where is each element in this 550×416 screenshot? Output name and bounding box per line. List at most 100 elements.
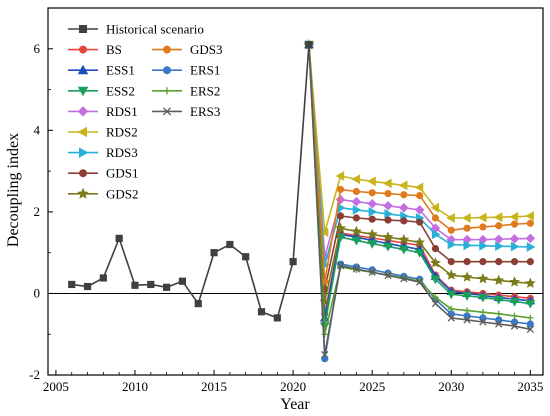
x-tick-label: 2005: [43, 379, 69, 394]
legend-label: GDS2: [106, 186, 139, 201]
data-point: [414, 249, 425, 258]
data-point: [352, 265, 361, 273]
legend-label: ERS1: [190, 63, 220, 78]
data-point: [242, 253, 250, 261]
data-point: [524, 277, 536, 288]
legend-marker: [79, 147, 89, 158]
data-point: [447, 239, 457, 250]
data-point: [493, 295, 504, 305]
legend-marker: [162, 45, 171, 54]
data-point: [431, 214, 440, 222]
data-point: [510, 220, 519, 228]
data-point: [273, 314, 281, 322]
series-rds2: [303, 39, 534, 238]
data-point: [400, 217, 408, 225]
data-point: [509, 234, 520, 244]
data-point: [463, 307, 471, 314]
legend-label: ERS3: [190, 104, 220, 119]
data-point: [384, 189, 392, 198]
data-point: [351, 196, 362, 207]
data-point: [525, 211, 534, 221]
data-point: [430, 202, 440, 213]
data-point: [479, 223, 487, 231]
plot-area: [47, 7, 544, 376]
data-point: [493, 274, 505, 286]
data-point: [400, 275, 408, 283]
data-point: [147, 280, 155, 289]
legend-marker: [79, 24, 88, 33]
data-point: [178, 277, 187, 285]
data-point: [463, 316, 471, 324]
data-point: [351, 236, 362, 246]
data-point: [194, 300, 202, 308]
data-point: [305, 41, 313, 49]
data-point: [430, 275, 441, 285]
legend-label: ESS1: [106, 63, 135, 78]
data-point: [414, 205, 425, 215]
data-point: [510, 322, 519, 330]
data-point: [461, 271, 473, 282]
data-point: [336, 212, 345, 220]
data-point: [83, 282, 92, 291]
legend-item-ers2: ERS2: [152, 83, 220, 98]
data-point: [350, 225, 362, 237]
legend-marker: [79, 169, 88, 178]
legend-label: BS: [106, 42, 122, 57]
data-point: [526, 258, 534, 266]
data-point: [479, 258, 487, 266]
data-point: [446, 213, 455, 223]
data-point: [447, 258, 455, 266]
y-tick-label: 2: [34, 204, 41, 219]
data-point: [509, 276, 520, 287]
axes-layer: 2005 2010 2015 2020 2025 2030 2035 -2 0 2 4 6: [29, 41, 543, 394]
legend-item-gds1: GDS1: [68, 166, 139, 181]
x-tick-label: 2015: [201, 379, 227, 394]
data-point: [384, 209, 394, 219]
data-point: [509, 297, 520, 307]
data-point: [414, 182, 424, 193]
series-historical-scenario: [68, 41, 313, 322]
data-point: [384, 216, 392, 224]
series-line: [71, 44, 310, 319]
y-tick-label: 0: [34, 285, 41, 300]
data-point: [335, 222, 347, 233]
legend-item-bs: BS: [68, 42, 122, 57]
data-point: [367, 240, 378, 249]
legend-label: ERS2: [190, 83, 220, 98]
data-point: [398, 245, 409, 255]
data-point: [463, 224, 471, 232]
data-point: [366, 228, 378, 239]
data-point: [429, 257, 441, 268]
series-gds2: [303, 38, 536, 307]
legend-marker: [162, 107, 172, 116]
data-point: [226, 240, 234, 249]
data-point: [510, 241, 520, 252]
y-tick-label: 4: [34, 122, 41, 137]
data-point: [414, 236, 426, 248]
data-point: [416, 191, 424, 200]
data-point: [384, 271, 392, 280]
plot-frame: [47, 7, 544, 376]
data-point: [431, 244, 440, 253]
data-point: [495, 320, 503, 328]
data-point: [495, 258, 503, 266]
data-point: [383, 242, 393, 252]
data-point: [462, 213, 471, 223]
legend-marker: [77, 126, 87, 138]
legend-item-rds1: RDS1: [68, 104, 138, 119]
legend-marker: [77, 86, 89, 97]
data-point: [511, 312, 518, 320]
legend-item-ers3: ERS3: [152, 104, 220, 119]
legend-item-ers1: ERS1: [152, 63, 220, 78]
data-point: [400, 191, 408, 199]
data-point: [319, 227, 329, 238]
y-tick-label: -2: [29, 367, 40, 382]
data-point: [351, 174, 360, 185]
data-point: [352, 214, 360, 222]
data-point: [493, 212, 503, 223]
data-point: [477, 212, 487, 223]
data-point: [368, 268, 376, 276]
legend-label: Historical scenario: [106, 22, 204, 37]
data-point: [68, 280, 76, 289]
